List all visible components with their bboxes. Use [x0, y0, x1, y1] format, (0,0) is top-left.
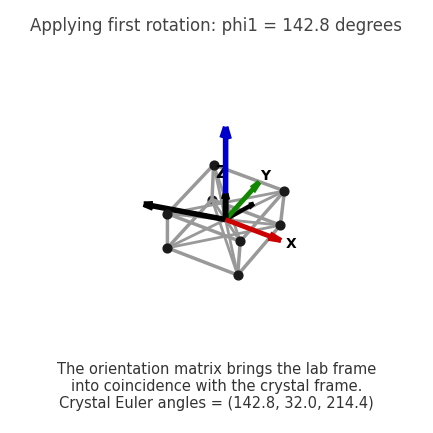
Text: Applying first rotation: phi1 = 142.8 degrees: Applying first rotation: phi1 = 142.8 de… — [30, 17, 403, 36]
Text: Crystal Euler angles = (142.8, 32.0, 214.4): Crystal Euler angles = (142.8, 32.0, 214… — [59, 396, 374, 411]
Text: into coincidence with the crystal frame.: into coincidence with the crystal frame. — [71, 379, 362, 394]
Text: The orientation matrix brings the lab frame: The orientation matrix brings the lab fr… — [57, 362, 376, 377]
